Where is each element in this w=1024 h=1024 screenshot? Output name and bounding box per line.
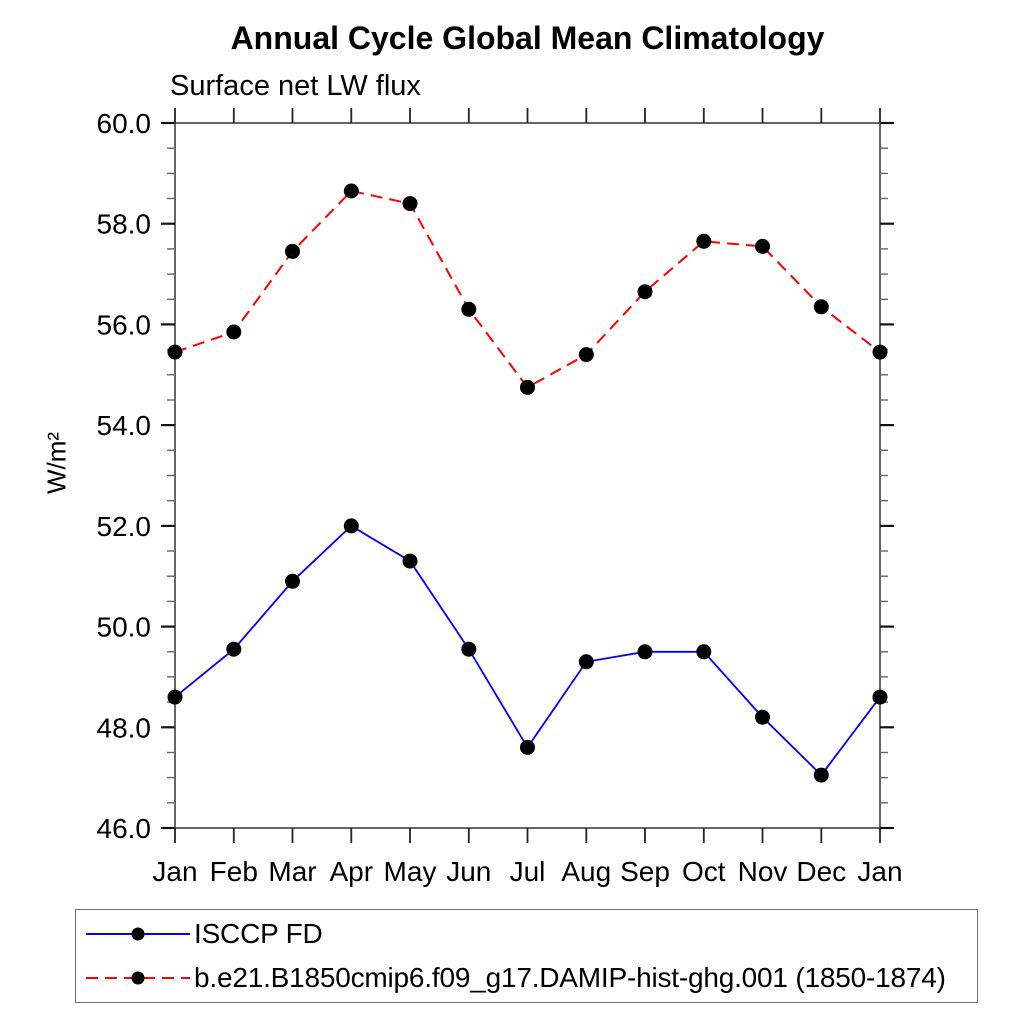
data-point-marker xyxy=(461,641,477,657)
plot-frame xyxy=(174,122,881,829)
data-point-marker xyxy=(755,709,770,725)
y-tick-label: 52.0 xyxy=(97,511,152,542)
x-tick-label: Jun xyxy=(446,856,491,887)
data-point-marker xyxy=(872,344,888,360)
legend-marker-icon xyxy=(131,927,145,941)
y-tick-label: 58.0 xyxy=(97,209,152,240)
y-tick-label: 56.0 xyxy=(97,309,152,340)
x-tick-label: Mar xyxy=(268,856,316,887)
y-tick-label: 60.0 xyxy=(97,108,152,139)
legend-marker-icon xyxy=(131,971,145,985)
x-tick-label: Oct xyxy=(682,856,726,887)
legend-item: ISCCP FD xyxy=(82,913,977,955)
data-point-marker xyxy=(872,689,888,705)
data-point-marker xyxy=(813,299,829,315)
y-tick-label: 46.0 xyxy=(97,813,152,844)
data-point-marker xyxy=(755,238,770,254)
data-point-marker xyxy=(637,644,653,660)
x-tick-label: Jul xyxy=(510,856,546,887)
data-point-marker xyxy=(578,654,594,670)
data-point-marker xyxy=(813,767,829,783)
x-tick-label: Aug xyxy=(561,856,611,887)
legend-label: ISCCP FD xyxy=(194,917,323,949)
data-point-marker xyxy=(343,183,359,199)
data-point-marker xyxy=(461,301,477,317)
data-point-marker xyxy=(402,196,418,212)
data-point-marker xyxy=(226,324,242,340)
data-point-marker xyxy=(226,641,242,657)
x-tick-label: Feb xyxy=(210,856,258,887)
y-tick-label: 48.0 xyxy=(97,712,152,743)
y-tick-label: 50.0 xyxy=(97,612,152,643)
data-point-marker xyxy=(343,518,359,534)
data-point-marker xyxy=(637,284,653,300)
data-point-marker xyxy=(167,689,183,705)
data-point-marker xyxy=(520,739,535,755)
series-line xyxy=(174,189,881,389)
x-tick-label: Dec xyxy=(796,856,846,887)
data-point-marker xyxy=(167,344,183,360)
legend-line-sample-icon xyxy=(86,971,190,985)
x-tick-label: Sep xyxy=(620,856,670,887)
data-point-marker xyxy=(696,644,712,660)
data-point-marker xyxy=(578,347,594,363)
y-tick-label: 54.0 xyxy=(97,410,152,441)
data-point-marker xyxy=(285,243,300,259)
chart-subtitle: Surface net LW flux xyxy=(170,70,421,102)
x-tick-label: Nov xyxy=(738,856,788,887)
chart-title: Annual Cycle Global Mean Climatology xyxy=(230,20,825,56)
x-tick-label: Apr xyxy=(330,856,374,887)
x-tick-label: Jan xyxy=(152,856,197,887)
data-point-marker xyxy=(696,233,712,249)
legend-item: b.e21.B1850cmip6.f09_g17.DAMIP-hist-ghg.… xyxy=(82,957,977,999)
x-tick-label: Jan xyxy=(857,856,902,887)
data-point-marker xyxy=(285,573,300,589)
legend: ISCCP FD b.e21.B1850cmip6.f09_g17.DAMIP-… xyxy=(75,909,978,1003)
legend-line-sample-icon xyxy=(86,927,190,941)
legend-label: b.e21.B1850cmip6.f09_g17.DAMIP-hist-ghg.… xyxy=(194,962,946,994)
data-point-marker xyxy=(520,379,535,395)
series-line xyxy=(174,524,881,777)
x-tick-label: May xyxy=(384,856,437,887)
data-point-marker xyxy=(402,553,418,569)
